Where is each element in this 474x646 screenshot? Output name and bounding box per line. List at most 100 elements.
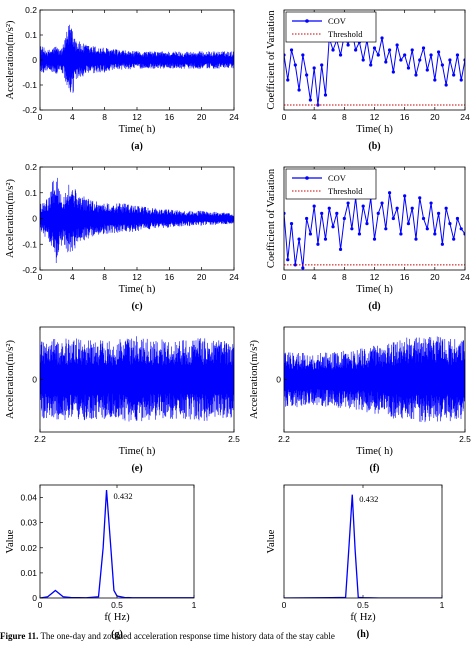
data-point [376,211,380,215]
panel-label: (d) [368,301,380,312]
legend-entry: COV [328,16,347,26]
data-point [418,196,422,200]
data-point [455,216,460,221]
x-axis-label: Time( h) [356,124,393,135]
y-axis-label: Value [266,529,277,553]
x-axis-label: f( Hz) [350,612,376,623]
y-axis-label: Value [5,529,16,553]
data-point [455,53,460,57]
data-point [429,201,433,205]
data-point [433,232,437,236]
x-tick-label: 8 [342,112,347,122]
data-point [403,53,407,57]
data-point [331,48,335,52]
chart-panel-a: 0 4 8 12 16 20 24 -0.2 -0.1 0 0.1 0.2 Time( h) Accele… [5,5,239,152]
data-point [316,242,320,246]
data-point [452,237,456,241]
signal-line [40,177,234,264]
y-tick-label: 0.04 [20,493,37,503]
x-tick-label: 16 [400,112,410,122]
data-point [395,206,399,210]
x-tick-label: 2.5 [459,434,471,444]
x-tick-label: 0.5 [111,600,123,610]
data-point [331,225,335,229]
x-tick-label: 0 [282,112,287,122]
data-point [387,191,392,195]
x-tick-label: 1 [440,600,445,610]
data-point [459,78,463,82]
plot-area [40,336,234,422]
chart-panel-g: 0 0.5 1 0 0.01 0.02 0.03 0.04 f( Hz) Value (g) 0.43… [5,484,197,640]
data-point [357,232,362,236]
data-point [323,93,328,97]
y-tick-label: -0.1 [22,80,37,90]
data-point [410,48,414,52]
data-point [452,73,456,77]
data-point [433,78,437,82]
x-tick-label: 16 [165,112,175,122]
legend-entry: Threshold [328,186,363,196]
panel-label: (g) [111,629,123,640]
x-tick-label: 20 [430,112,440,122]
data-point [350,227,354,231]
data-point [384,60,388,64]
y-tick-label: 0.01 [20,568,37,578]
y-tick-label: 0.02 [20,543,37,553]
x-axis-label: Time( h) [356,284,393,295]
legend-entry: Threshold [328,29,363,39]
data-point [369,63,373,67]
data-point [459,227,463,231]
x-tick-label: 24 [460,272,470,282]
x-tick-label: 16 [165,272,175,282]
data-point [361,58,365,62]
data-point [391,216,395,221]
data-point [308,98,312,102]
x-tick-label: 24 [229,112,239,122]
caption-label: Figure 11. [0,631,39,641]
data-point [444,83,448,87]
panel-label: (h) [357,629,369,640]
data-point [338,247,343,251]
figure-caption: Figure 11. The one-day and zoomed accele… [0,631,474,646]
chart-panel-d: 0 4 8 12 16 20 24 Time( h) Coefficient of Variat… [266,166,470,312]
x-tick-label: 0 [38,272,43,282]
data-point [425,68,429,72]
x-tick-label: 20 [430,272,440,282]
data-point [320,63,324,67]
y-axis-label: Coefficient of Variation [266,10,277,110]
y-tick-label: 0.1 [25,30,37,40]
x-tick-label: 2.2 [34,434,46,444]
panel-label: (c) [131,301,142,312]
data-point [312,66,316,70]
plot-area [284,494,442,598]
x-tick-label: 0.5 [357,600,369,610]
chart-panel-h: 0 0.5 1 f( Hz) Value (h) 0.432 [266,484,445,640]
signal-line [284,336,465,423]
series-line [40,489,194,598]
y-tick-label: -0.1 [22,239,37,249]
data-point [421,216,426,221]
data-point [395,43,399,47]
legend-marker [305,176,309,180]
data-point [444,206,448,210]
x-tick-label: 24 [460,112,470,122]
data-point [406,66,411,70]
y-tick-label: -0.2 [22,265,37,275]
data-point [384,227,388,231]
data-point [346,201,350,205]
x-tick-label: 4 [70,112,75,122]
y-tick-label: 0 [32,375,37,385]
data-point [286,258,290,262]
panel-label: (b) [368,141,380,152]
x-tick-label: 8 [342,272,347,282]
series-line [284,192,465,269]
peak-label: 0.432 [114,491,133,501]
signal-line [40,336,234,422]
data-point [361,204,365,208]
data-point [301,53,305,57]
legend-marker [305,19,309,23]
data-point [429,53,433,57]
x-axis-label: Time( h) [119,124,156,135]
data-point [305,73,309,77]
y-tick-label: -0.2 [22,105,37,115]
